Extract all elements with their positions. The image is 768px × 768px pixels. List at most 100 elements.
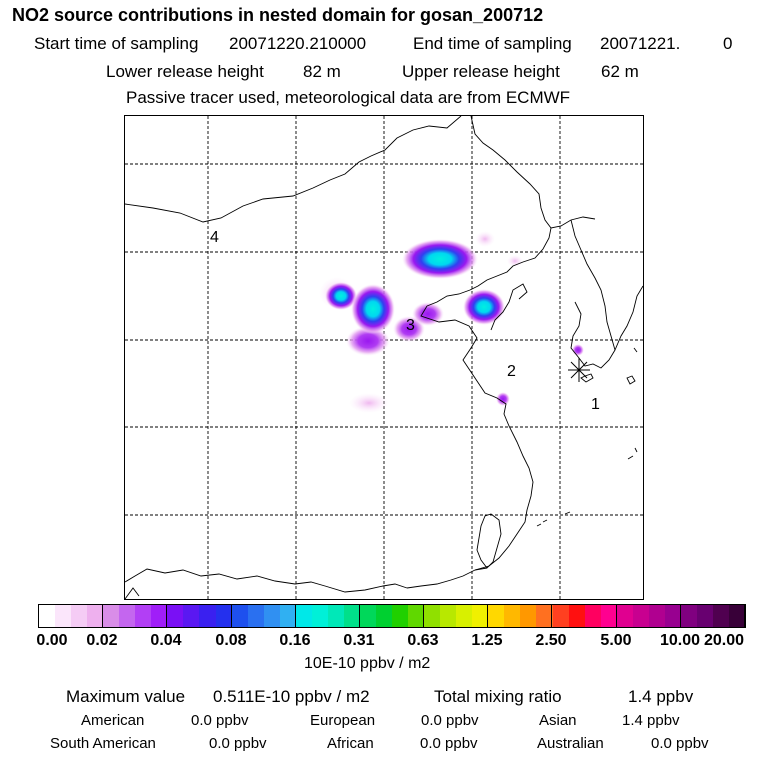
start-time-label: Start time of sampling — [34, 34, 199, 53]
colorbar-cell — [327, 605, 344, 627]
colorbar-cell — [664, 605, 681, 627]
coastlines — [125, 116, 643, 599]
map-panel: 1 2 3 4 — [124, 115, 644, 600]
colorbar-tick — [551, 604, 552, 628]
region-south-american-name: South American — [50, 735, 156, 752]
colorbar-cell — [584, 605, 601, 627]
colorbar-cell — [440, 605, 457, 627]
colorbar-tick-label: 1.25 — [471, 632, 503, 649]
figure-title: NO2 source contributions in nested domai… — [12, 5, 544, 25]
colorbar-cell — [729, 605, 746, 627]
colorbar-cell — [408, 605, 425, 627]
colorbar-cell — [103, 605, 120, 627]
colorbar-cell — [215, 605, 232, 627]
colorbar-cell — [568, 605, 585, 627]
colorbar-tick — [166, 604, 167, 628]
colorbar-cell — [151, 605, 168, 627]
end-time-suffix: 0 — [723, 34, 733, 53]
region-asian-value: 1.4 ppbv — [622, 712, 680, 729]
colorbar-tick-label: 0.31 — [343, 632, 375, 649]
colorbar-tick — [295, 604, 296, 628]
no2-plumes — [319, 231, 584, 413]
colorbar-tick — [616, 604, 617, 628]
colorbar-cell — [231, 605, 248, 627]
tracer-note: Passive tracer used, meteorological data… — [126, 88, 571, 107]
colorbar-cell — [600, 605, 617, 627]
colorbar-tick-label: 0.63 — [407, 632, 439, 649]
marker-3-label: 3 — [406, 317, 415, 334]
region-american-name: American — [81, 712, 145, 729]
total-mixing-value: 1.4 ppbv — [628, 687, 694, 706]
colorbar-cell — [55, 605, 72, 627]
colorbar-cell — [488, 605, 505, 627]
colorbar-cell — [135, 605, 152, 627]
colorbar-cell — [343, 605, 360, 627]
colorbar-cell — [472, 605, 489, 627]
upper-height-label: Upper release height — [402, 62, 560, 81]
colorbar-tick — [102, 604, 103, 628]
colorbar-tick-label: 0.00 — [36, 632, 68, 649]
colorbar-cell — [311, 605, 328, 627]
end-time-label: End time of sampling — [413, 34, 572, 53]
upper-height-value: 62 m — [601, 62, 639, 81]
colorbar-cell — [71, 605, 88, 627]
colorbar-tick-label: 0.02 — [86, 632, 118, 649]
region-asian-name: Asian — [539, 712, 577, 729]
colorbar-tick-label: 20.00 — [703, 632, 745, 649]
colorbar-cell — [632, 605, 649, 627]
colorbar-cell — [183, 605, 200, 627]
colorbar-cell — [552, 605, 569, 627]
colorbar-cell — [536, 605, 553, 627]
region-european-value: 0.0 ppbv — [421, 712, 479, 729]
region-australian-name: Australian — [537, 735, 604, 752]
map-canvas: 1 2 3 4 — [125, 116, 643, 599]
colorbar-tick-label: 10.00 — [659, 632, 701, 649]
colorbar-tick-label: 0.08 — [215, 632, 247, 649]
colorbar-tick — [231, 604, 232, 628]
colorbar-cell — [359, 605, 376, 627]
colorbar-cell — [520, 605, 537, 627]
colorbar-cell — [456, 605, 473, 627]
colorbar-tick — [359, 604, 360, 628]
max-value: 0.511E-10 ppbv / m2 — [213, 687, 370, 706]
lower-height-label: Lower release height — [106, 62, 264, 81]
colorbar-cell — [295, 605, 312, 627]
region-african-value: 0.0 ppbv — [420, 735, 478, 752]
colorbar-tick — [423, 604, 424, 628]
colorbar-tick — [744, 604, 745, 628]
colorbar-tick-label: 2.50 — [535, 632, 567, 649]
region-american-value: 0.0 ppbv — [191, 712, 249, 729]
marker-2-label: 2 — [507, 363, 516, 380]
region-south-american-value: 0.0 ppbv — [209, 735, 267, 752]
colorbar-cell — [424, 605, 441, 627]
colorbar-cell — [504, 605, 521, 627]
colorbar-cell — [167, 605, 184, 627]
end-time-value: 20071221. — [600, 34, 681, 53]
marker-1-label: 1 — [591, 396, 600, 413]
colorbar-cell — [247, 605, 264, 627]
colorbar-cell — [648, 605, 665, 627]
colorbar-cell — [375, 605, 393, 627]
colorbar-tick-label: 0.16 — [279, 632, 311, 649]
receptor-star-icon — [568, 358, 590, 382]
marker-4-label: 4 — [210, 229, 219, 246]
region-australian-value: 0.0 ppbv — [651, 735, 709, 752]
colorbar-cell — [680, 605, 697, 627]
colorbar-cell — [263, 605, 280, 627]
colorbar-cell — [696, 605, 713, 627]
colorbar-tick-label: 0.04 — [150, 632, 182, 649]
colorbar-cell — [279, 605, 296, 627]
colorbar-tick-label: 5.00 — [600, 632, 632, 649]
colorbar-cell — [87, 605, 104, 627]
colorbar-cell — [119, 605, 136, 627]
colorbar-cell — [392, 605, 409, 627]
colorbar-unit: 10E-10 ppbv / m2 — [304, 655, 431, 672]
colorbar-cell — [199, 605, 216, 627]
colorbar-tick — [487, 604, 488, 628]
colorbar-cell — [616, 605, 633, 627]
graticule — [125, 116, 643, 599]
region-european-name: European — [310, 712, 376, 729]
max-value-label: Maximum value — [66, 687, 186, 706]
lower-height-value: 82 m — [303, 62, 341, 81]
start-time-value: 20071220.210000 — [229, 34, 367, 53]
